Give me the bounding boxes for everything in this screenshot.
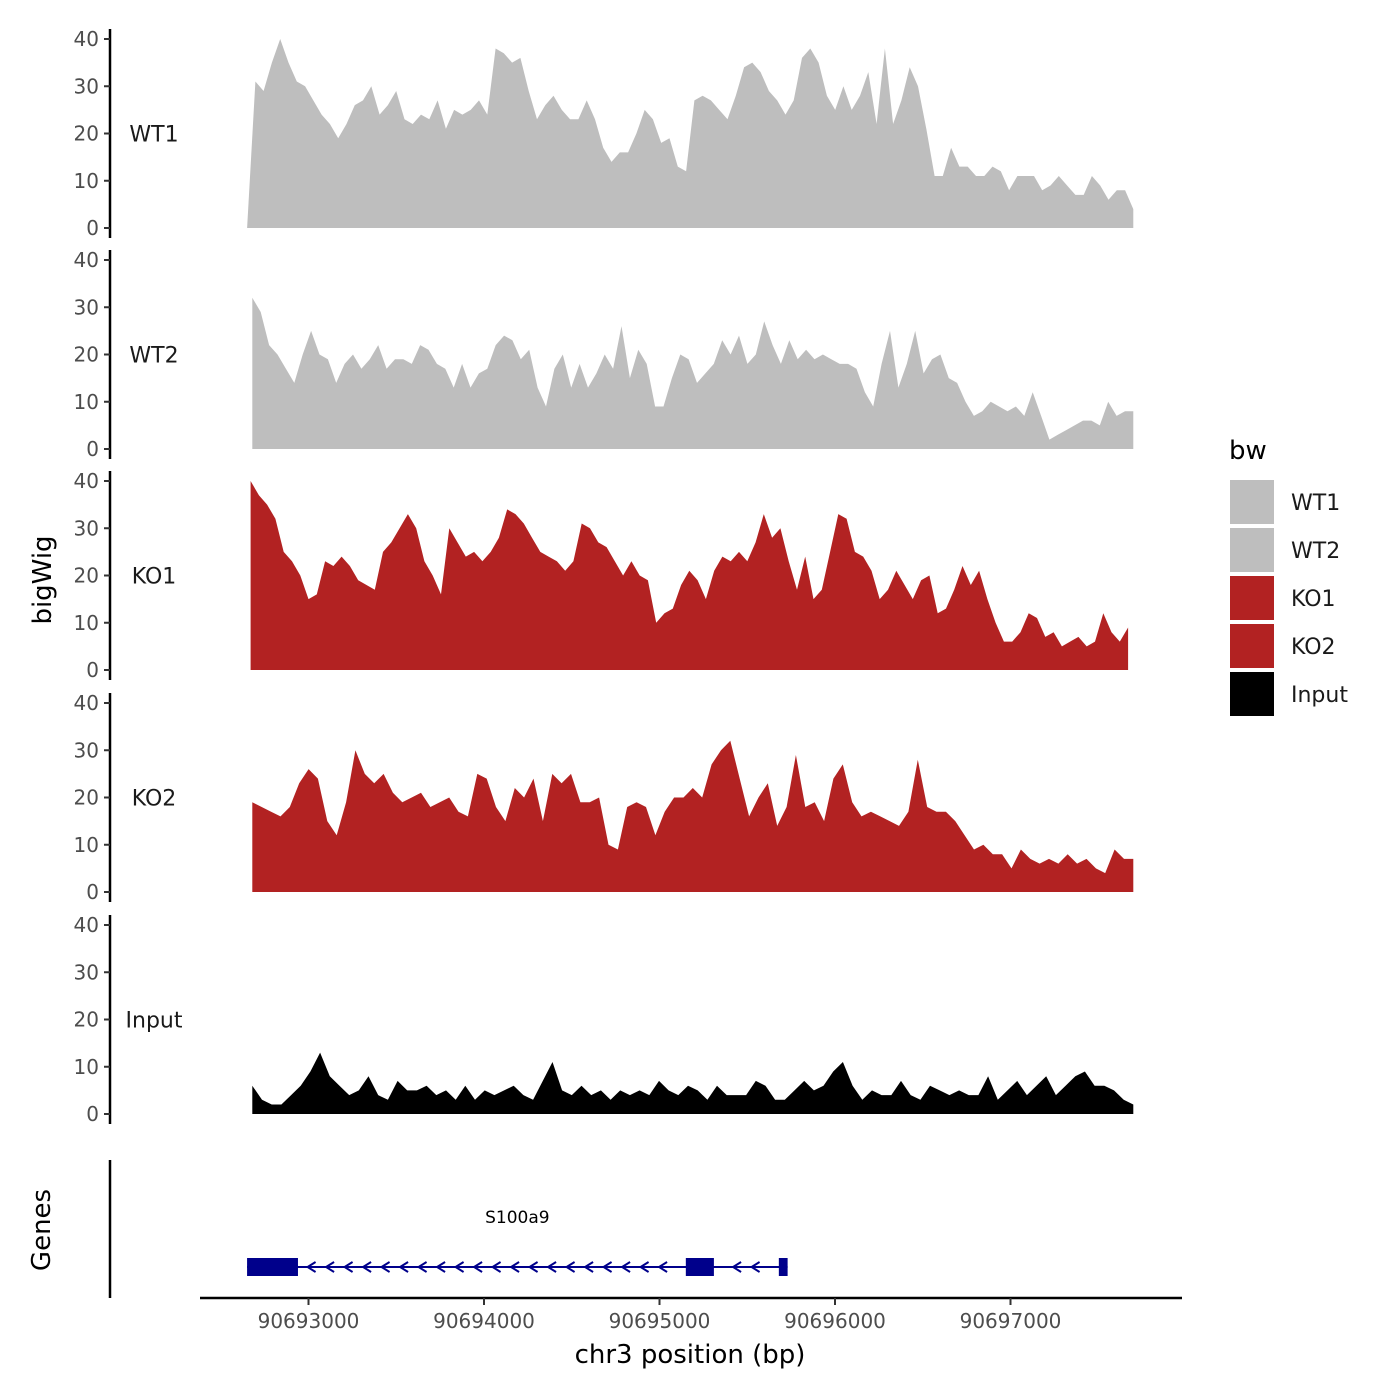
y-tick-label: 20 <box>74 786 99 810</box>
legend-item-wt2: WT2 <box>1230 528 1340 572</box>
gene-exon <box>247 1258 298 1276</box>
strand-arrow <box>361 1261 372 1273</box>
strand-arrow <box>583 1261 594 1273</box>
legend-swatch <box>1230 672 1274 716</box>
legend: bw WT1 WT2 KO1 KO2 Input <box>1229 436 1348 716</box>
track-label-ko1: KO1 <box>132 565 177 590</box>
strand-arrow <box>435 1261 446 1273</box>
strand-arrow <box>509 1261 520 1273</box>
y-tick-label: 0 <box>86 437 99 461</box>
legend-swatch <box>1230 528 1274 572</box>
legend-label: WT2 <box>1291 539 1340 564</box>
strand-arrow <box>379 1261 391 1273</box>
y-tick-label: 30 <box>74 738 99 762</box>
y-tick-label: 10 <box>74 611 99 635</box>
y-tick-label: 30 <box>74 516 99 540</box>
legend-label: KO1 <box>1291 587 1336 612</box>
y-tick-label: 30 <box>74 74 99 98</box>
strand-arrow <box>564 1261 576 1273</box>
y-tick-label: 40 <box>74 913 99 937</box>
x-tick-label: 90695000 <box>609 1309 711 1333</box>
strand-arrow <box>638 1261 650 1273</box>
y-tick-label: 0 <box>86 1102 99 1126</box>
strand-arrow <box>472 1261 483 1273</box>
x-tick-label: 90693000 <box>258 1309 360 1333</box>
x-tick-label: 90696000 <box>784 1309 886 1333</box>
y-tick-label: 40 <box>74 27 99 51</box>
legend-swatch <box>1230 576 1274 620</box>
strand-arrow <box>657 1261 668 1273</box>
legend-item-ko2: KO2 <box>1230 624 1336 668</box>
y-tick-label: 30 <box>74 295 99 319</box>
legend-items: WT1 WT2 KO1 KO2 Input <box>1230 480 1348 716</box>
gene-s100a9: S100a9 <box>247 1208 788 1276</box>
y-tick-label: 40 <box>74 691 99 715</box>
y-tick-label: 10 <box>74 1055 99 1079</box>
strand-arrow <box>490 1261 502 1273</box>
track-label-wt1: WT1 <box>129 123 178 148</box>
gene-models: S100a9 <box>247 1208 788 1276</box>
strand-arrow <box>305 1261 317 1273</box>
strand-arrow <box>342 1261 354 1273</box>
legend-item-input: Input <box>1230 672 1348 716</box>
track-label-input: Input <box>126 1009 183 1034</box>
area-input <box>252 1052 1134 1114</box>
area-ko1 <box>250 481 1129 670</box>
x-axis: 90693000 90694000 90695000 90696000 90697000… <box>200 1296 1182 1370</box>
track-label-ko2: KO2 <box>132 787 177 812</box>
x-tick-label: 90694000 <box>433 1309 535 1333</box>
gene-exon <box>685 1258 714 1276</box>
track-wt2: 0 10 20 30 40 WT2 <box>74 248 1134 461</box>
y-tick-label: 10 <box>74 169 99 193</box>
x-tick-label: 90697000 <box>960 1309 1062 1333</box>
legend-label: WT1 <box>1291 491 1340 516</box>
gene-track: Genes S100a9 <box>27 1160 788 1298</box>
area-wt2 <box>252 297 1134 449</box>
legend-swatch <box>1230 624 1274 668</box>
strand-arrow <box>398 1261 409 1273</box>
track-wt1: 0 10 20 30 40 WT1 <box>74 27 1134 240</box>
strand-arrow <box>453 1261 465 1273</box>
track-ko1: 0 10 20 30 40 KO1 <box>74 469 1129 682</box>
track-label-wt2: WT2 <box>129 344 178 369</box>
track-input: 0 10 20 30 40 Input <box>74 913 1134 1126</box>
gene-name-label: S100a9 <box>485 1208 549 1228</box>
x-ticks: 90693000 90694000 90695000 90696000 90697000 <box>258 1298 1062 1333</box>
strand-arrow <box>601 1261 613 1273</box>
y-tick-label: 0 <box>86 880 99 904</box>
strand-arrow <box>620 1261 631 1273</box>
area-ko2 <box>252 740 1134 892</box>
strand-arrow <box>546 1261 557 1273</box>
y-tick-label: 20 <box>74 564 99 588</box>
track-ko2: 0 10 20 30 40 KO2 <box>74 691 1134 904</box>
legend-label: KO2 <box>1291 635 1336 660</box>
coverage-tracks: 0 10 20 30 40 WT1 0 10 20 30 40 WT2 0 10 20 30 40 KO1 0 10 2… <box>74 27 1134 1126</box>
strand-arrow <box>416 1261 428 1273</box>
y-tick-label: 0 <box>86 658 99 682</box>
y-tick-label: 40 <box>74 248 99 272</box>
y-tick-label: 20 <box>74 1008 99 1032</box>
legend-label: Input <box>1291 683 1348 708</box>
y-tick-label: 20 <box>74 343 99 367</box>
legend-swatch <box>1230 480 1274 524</box>
strand-arrow <box>527 1261 539 1273</box>
strand-arrow <box>731 1261 742 1273</box>
y-tick-label: 10 <box>74 833 99 857</box>
legend-item-wt1: WT1 <box>1230 480 1340 524</box>
y-tick-label: 30 <box>74 960 99 984</box>
strand-arrow <box>749 1261 761 1273</box>
legend-title: bw <box>1229 436 1267 466</box>
y-tick-label: 10 <box>74 390 99 414</box>
gene-exon <box>778 1258 788 1276</box>
x-axis-title: chr3 position (bp) <box>575 1340 806 1370</box>
y-tick-label: 20 <box>74 122 99 146</box>
area-wt1 <box>247 39 1134 228</box>
strand-arrow <box>324 1261 335 1273</box>
y-tick-label: 40 <box>74 469 99 493</box>
y-axis-title: bigWig <box>28 535 58 624</box>
gene-track-label: Genes <box>27 1189 57 1271</box>
y-tick-label: 0 <box>86 216 99 240</box>
legend-item-ko1: KO1 <box>1230 576 1336 620</box>
